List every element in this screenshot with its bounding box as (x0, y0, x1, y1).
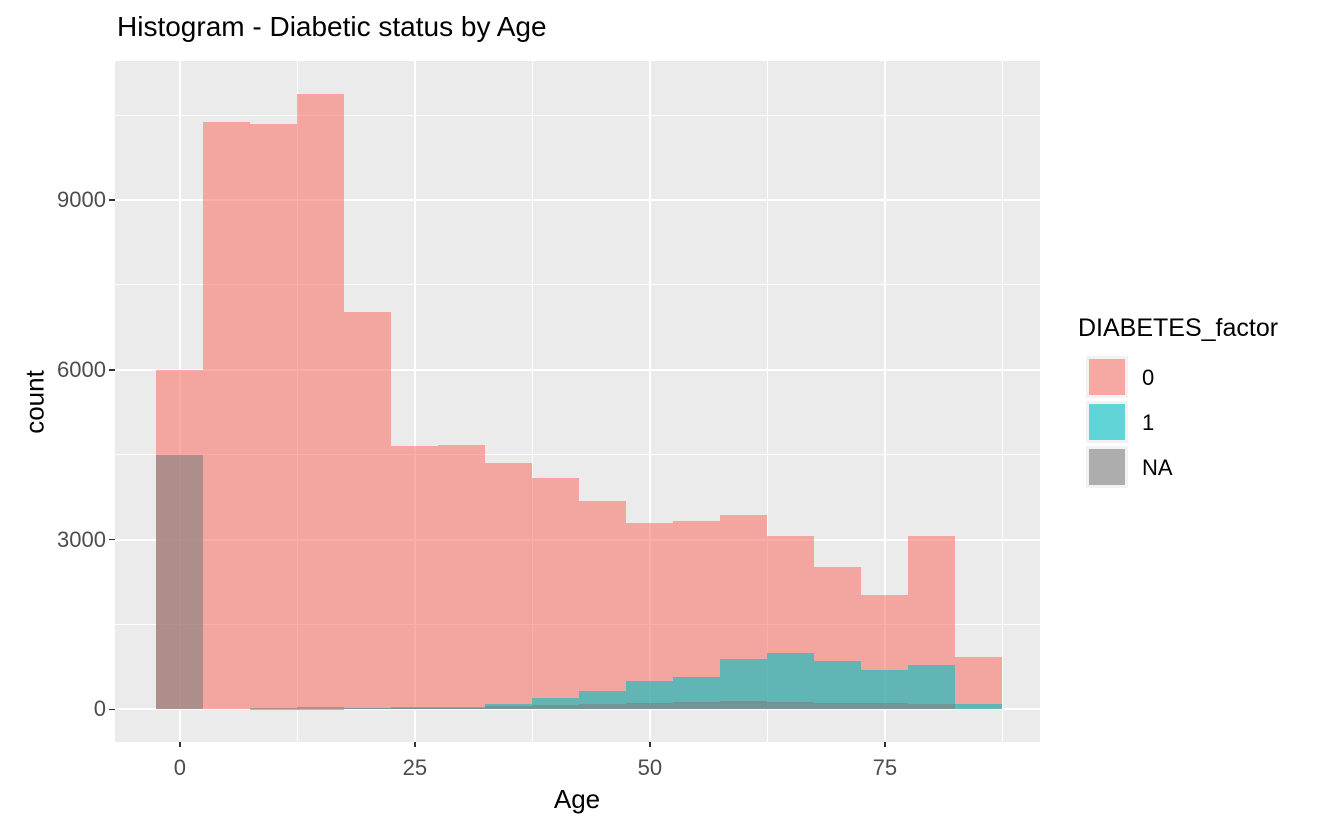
x-tick-label-75: 75 (872, 755, 898, 780)
bar-1-age-75 (861, 670, 909, 710)
bar-1-age-80 (908, 665, 956, 710)
bar-0-age-15 (297, 93, 345, 710)
bar-0-age-20 (344, 312, 392, 710)
y-tick-label-9000: 9000 (57, 186, 106, 212)
bar-0-age-5 (203, 121, 251, 710)
y-axis-title: count (19, 370, 50, 434)
bar-NA-age-80 (908, 703, 956, 710)
legend-key-1 (1086, 401, 1128, 443)
plot-panel (115, 61, 1040, 742)
bar-NA-age-50 (626, 703, 674, 710)
bar-NA-age-20 (344, 707, 392, 710)
y-tick-label-6000: 6000 (57, 356, 106, 382)
legend-label-na: NA (1142, 455, 1173, 480)
x-axis-title: Age (553, 784, 601, 814)
bar-0-age-10 (250, 124, 298, 710)
bar-0-age-40 (532, 478, 580, 710)
bar-NA-age-10 (250, 707, 298, 710)
bar-1-age-60 (720, 658, 768, 710)
legend-label-0: 0 (1142, 365, 1155, 390)
bar-1-age-70 (814, 661, 862, 710)
bar-NA-age-60 (720, 700, 768, 710)
x-tick-label-25: 25 (402, 755, 428, 780)
x-tick-label-0: 0 (173, 755, 186, 780)
bar-NA-age-35 (485, 706, 533, 710)
bar-NA-age-0 (156, 454, 204, 710)
bars-layer (115, 61, 1040, 742)
bar-NA-age-25 (391, 708, 439, 710)
legend-swatch-0 (1089, 359, 1125, 395)
x-tick-label-50: 50 (637, 755, 663, 780)
bar-0-age-50 (626, 522, 674, 710)
legend-title: DIABETES_factor (1078, 314, 1279, 342)
legend-label-1: 1 (1142, 410, 1155, 435)
bar-1-age-40 (532, 697, 580, 710)
y-tick-label-0: 0 (93, 696, 106, 722)
bar-NA-age-55 (673, 702, 721, 710)
chart-title: Histogram - Diabetic status by Age (117, 11, 547, 42)
bar-1-age-65 (767, 652, 815, 710)
bar-NA-age-45 (579, 704, 627, 710)
legend-swatch-1 (1089, 404, 1125, 440)
bar-NA-age-65 (767, 701, 815, 710)
bar-NA-age-30 (438, 707, 486, 710)
legend-swatch-na (1089, 449, 1125, 485)
legend-key-0 (1086, 356, 1128, 398)
bar-0-age-85 (955, 656, 1003, 710)
legend-key-na (1086, 446, 1128, 488)
bar-0-age-35 (485, 463, 533, 710)
bar-0-age-30 (438, 445, 486, 710)
bar-NA-age-40 (532, 705, 580, 710)
y-tick-label-3000: 3000 (57, 526, 106, 552)
bar-0-age-45 (579, 500, 627, 710)
bar-NA-age-75 (861, 703, 909, 710)
bar-1-age-85 (955, 704, 1003, 710)
bar-0-age-25 (391, 446, 439, 710)
bar-NA-age-70 (814, 702, 862, 710)
bar-NA-age-15 (297, 707, 345, 710)
